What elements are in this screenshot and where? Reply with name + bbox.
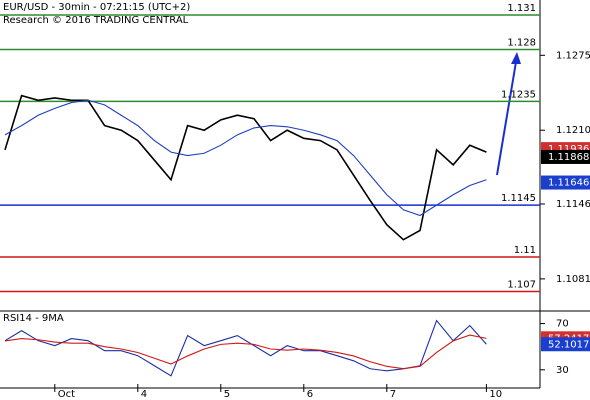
price-tag [541,175,590,190]
y-tick-label: 70 [556,319,569,330]
chart-title: EUR/USD - 30min - 07:21:15 (UTC+2) [3,2,190,13]
level-label: 1.131 [507,3,536,14]
y-tick-label: 1.1146 [556,199,590,210]
x-tick-label: Oct [58,389,75,400]
y-tick-label: 1.1210 [556,125,590,136]
x-tick-label: 5 [224,389,230,400]
x-tick-label: 7 [390,389,396,400]
rsi-title: RSI14 - 9MA [3,313,64,324]
price-tag [541,149,590,164]
y-tick-label: 30 [556,365,569,376]
level-label: 1.1235 [501,89,536,100]
x-tick-label: 4 [141,389,147,400]
chart-subtitle: Research © 2016 TRADING CENTRAL [3,15,189,26]
price-tag [541,337,590,352]
price-tag-label: 1.11936 [548,144,589,155]
price-tag-label: 1.11868 [548,152,589,163]
series-line [4,99,487,217]
y-tick-label: 1.1081 [556,274,590,285]
price-tag-label: 52.1017 [548,339,589,350]
y-tick-label: 1.1275 [556,50,590,61]
forecast-arrowhead [511,52,521,64]
level-label: 1.128 [507,38,536,49]
level-label: 1.107 [507,280,536,291]
price-tag-label: 1.11646 [548,178,589,189]
forecast-arrow [496,61,517,176]
series-line [4,334,487,370]
x-tick-label: 10 [489,389,502,400]
level-label: 1.1145 [501,193,536,204]
level-label: 1.11 [514,245,536,256]
x-tick-label: 6 [307,389,313,400]
